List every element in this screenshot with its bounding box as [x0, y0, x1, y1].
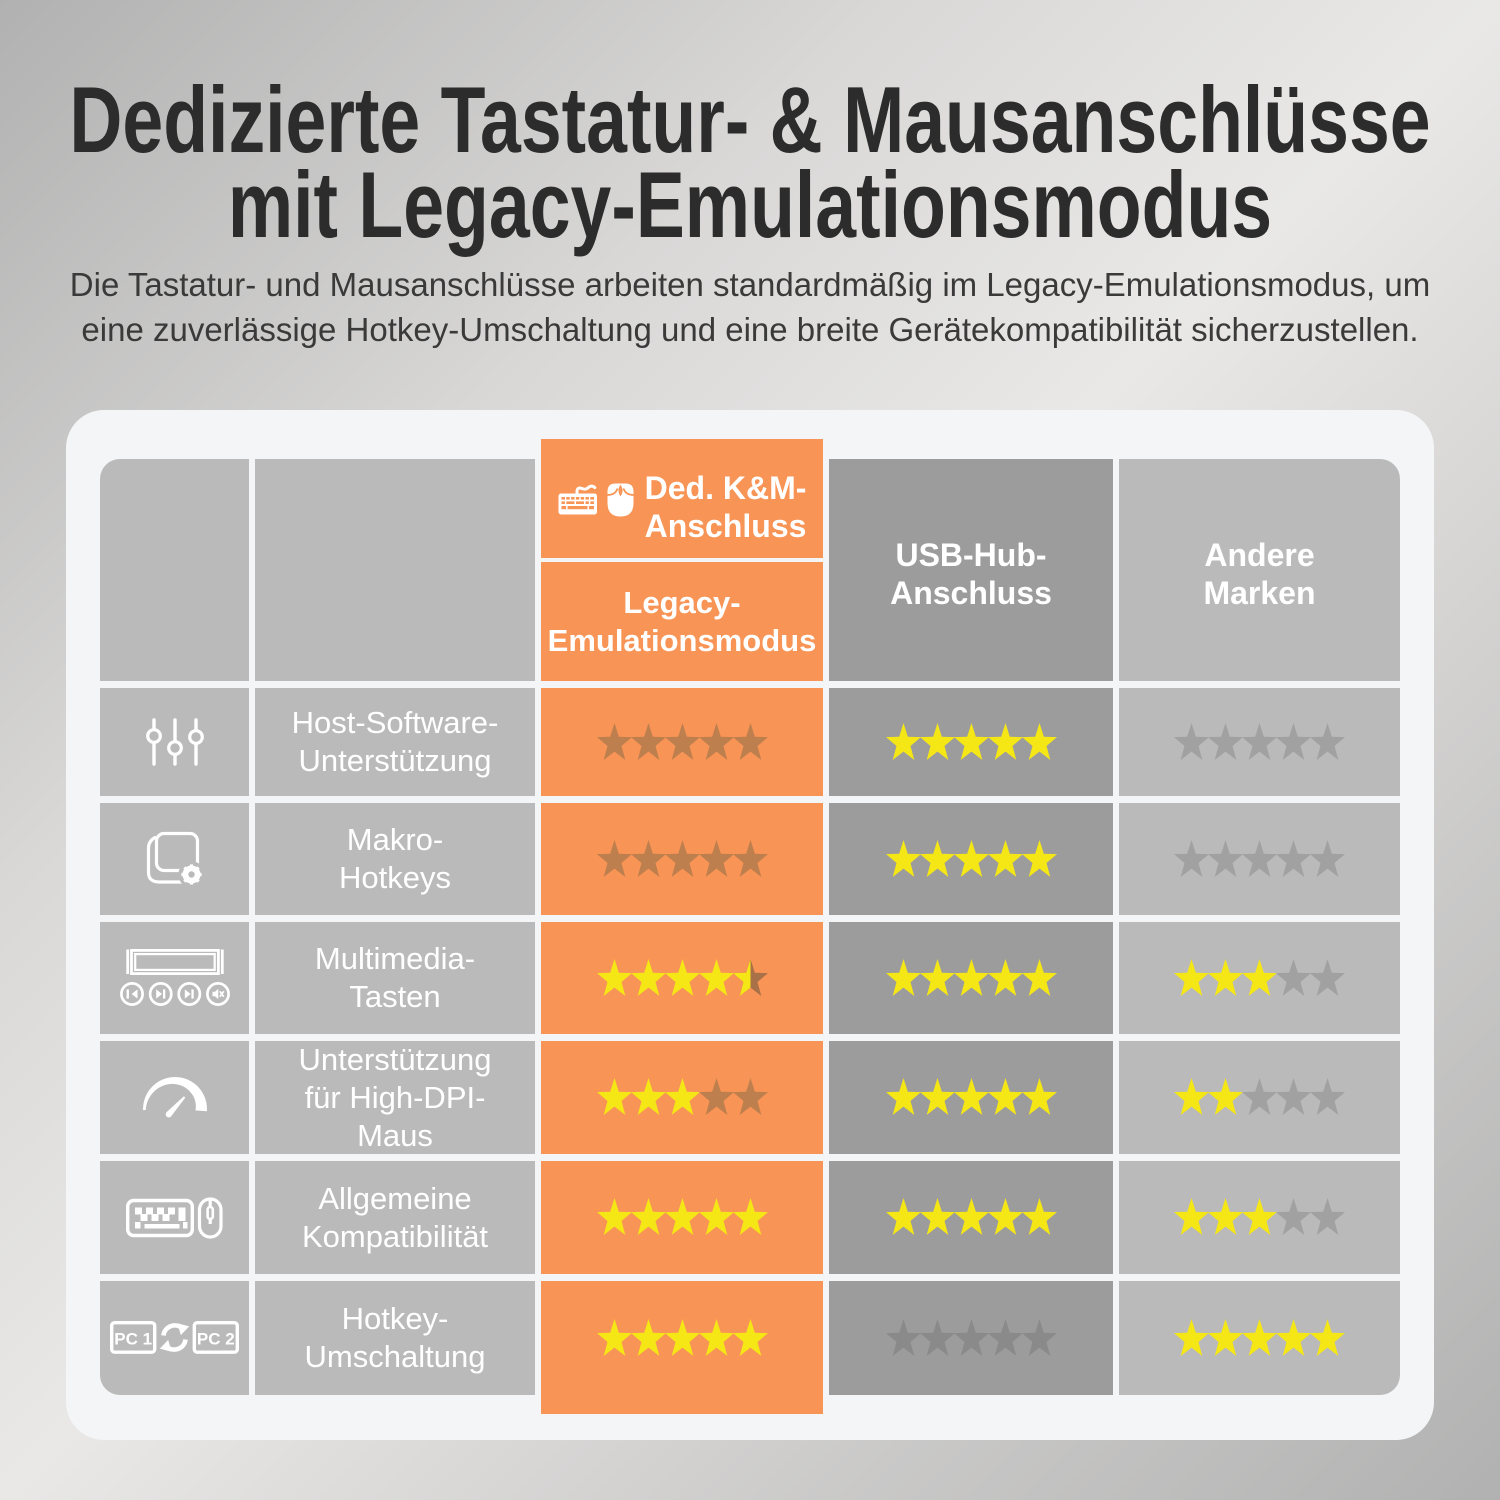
svg-text:PC 1: PC 1	[114, 1330, 152, 1349]
svg-text:PC 2: PC 2	[197, 1330, 235, 1349]
